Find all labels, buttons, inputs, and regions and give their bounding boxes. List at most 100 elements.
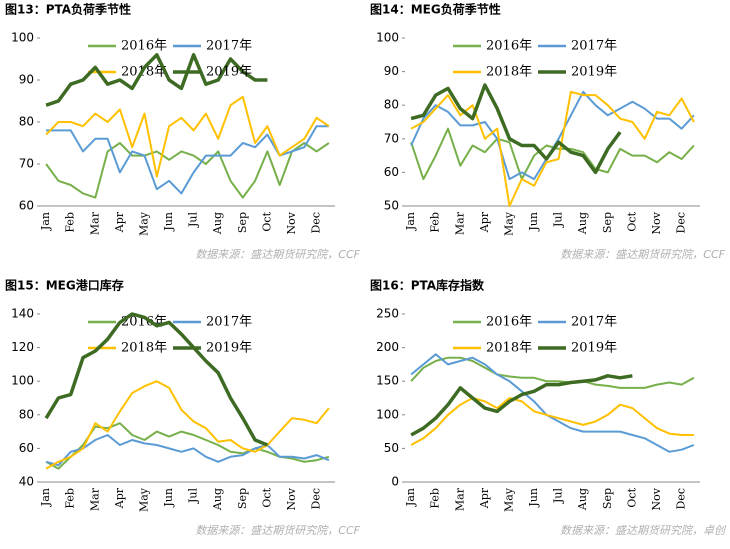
y-tick-label: 80: [384, 98, 399, 112]
x-tick-label: Oct: [260, 211, 273, 231]
y-tick-label: 60: [19, 199, 34, 213]
y-tick-label: 60: [19, 441, 34, 455]
chart-title: 图14：MEG负荷季节性: [370, 2, 501, 17]
series-line: [410, 374, 633, 437]
x-tick-label: Feb: [429, 488, 442, 509]
x-tick-label: Oct: [625, 211, 638, 231]
x-tick-label: Jun: [162, 212, 175, 232]
series-line: [410, 90, 695, 207]
y-tick-label: 50: [384, 199, 399, 213]
y-tick-label: 140: [11, 307, 34, 321]
x-tick-label: May: [137, 211, 150, 236]
chart-title: 图13：PTA负荷季节性: [5, 2, 131, 17]
x-tick-label: Mar: [88, 211, 101, 235]
legend-label: 2017年: [571, 39, 617, 54]
x-tick-label: May: [137, 487, 150, 512]
legend-label: 2018年: [486, 341, 532, 356]
x-tick-label: Jun: [527, 488, 540, 508]
x-tick-label: Jan: [404, 212, 417, 231]
x-tick-label: Jan: [39, 212, 52, 231]
y-tick-label: 100: [11, 374, 34, 388]
y-tick-label: 150: [376, 374, 399, 388]
y-tick-label: 100: [376, 407, 399, 421]
x-tick-label: Sep: [601, 212, 614, 233]
x-tick-label: Feb: [64, 488, 77, 509]
y-tick-label: 100: [376, 31, 399, 45]
y-tick-label: 70: [384, 131, 399, 145]
legend-label: 2017年: [206, 315, 252, 330]
x-tick-label: Jul: [552, 212, 565, 228]
y-tick-label: 90: [384, 64, 399, 78]
x-tick-label: Mar: [453, 211, 466, 235]
legend-label: 2019年: [571, 65, 617, 80]
x-tick-label: Sep: [236, 488, 249, 509]
legend-label: 2016年: [486, 39, 532, 54]
x-tick-label: Feb: [429, 212, 442, 233]
y-tick-label: 80: [19, 115, 34, 129]
series-line: [45, 53, 268, 107]
x-tick-label: Apr: [478, 487, 491, 509]
x-tick-label: Sep: [601, 488, 614, 509]
legend-label: 2016年: [486, 315, 532, 330]
y-tick-label: 250: [376, 307, 399, 321]
x-tick-label: Aug: [576, 488, 589, 511]
x-tick-label: Jul: [187, 212, 200, 228]
series-line: [410, 353, 695, 453]
x-tick-label: Aug: [211, 488, 224, 511]
x-tick-label: Jan: [39, 488, 52, 507]
source: 数据来源：盛达期货研究院，CCF: [195, 524, 360, 537]
legend-label: 2017年: [206, 39, 252, 54]
x-tick-label: Aug: [211, 212, 224, 235]
x-tick-label: Nov: [285, 487, 298, 510]
x-tick-label: Jul: [552, 488, 565, 504]
y-tick-label: 50: [384, 441, 399, 455]
x-tick-label: Jun: [162, 488, 175, 508]
series-line: [45, 434, 330, 467]
y-tick-label: 100: [11, 31, 34, 45]
x-tick-label: Nov: [650, 487, 663, 510]
series-line: [45, 380, 330, 470]
x-tick-label: Oct: [260, 487, 273, 507]
series-line: [45, 142, 330, 199]
legend-label: 2018年: [121, 341, 167, 356]
x-tick-label: Mar: [453, 487, 466, 511]
x-tick-label: Nov: [650, 211, 663, 234]
legend-label: 2018年: [121, 65, 167, 80]
series-line: [410, 356, 695, 389]
x-tick-label: Aug: [576, 212, 589, 235]
y-tick-label: 0: [391, 475, 399, 489]
series-line: [45, 95, 330, 178]
source: 数据来源：盛达期货研究院，卓创: [560, 524, 727, 537]
chart-title: 图15：MEG港口库存: [5, 278, 124, 293]
series-line: [410, 127, 695, 181]
y-tick-label: 90: [19, 73, 34, 87]
x-tick-label: Mar: [88, 487, 101, 511]
legend-label: 2016年: [121, 39, 167, 54]
source: 数据来源：盛达期货研究院，CCF: [560, 248, 725, 261]
x-tick-label: Nov: [285, 211, 298, 234]
legend-label: 2018年: [486, 65, 532, 80]
source: 数据来源：盛达期货研究院，CCF: [195, 248, 360, 261]
y-tick-label: 80: [19, 407, 34, 421]
x-tick-label: Dec: [310, 212, 323, 234]
x-tick-label: Jul: [187, 488, 200, 504]
x-tick-label: Oct: [625, 487, 638, 507]
y-tick-label: 70: [19, 157, 34, 171]
legend-label: 2019年: [206, 65, 252, 80]
series-line: [410, 397, 694, 446]
x-tick-label: Jun: [527, 212, 540, 232]
x-tick-label: Dec: [675, 212, 688, 234]
series-line: [46, 125, 329, 195]
series-line: [44, 312, 269, 447]
legend-label: 2019年: [206, 341, 252, 356]
x-tick-label: Jan: [404, 488, 417, 507]
x-tick-label: May: [502, 487, 515, 512]
x-tick-label: Feb: [64, 212, 77, 233]
series-line: [45, 422, 330, 470]
y-tick-label: 40: [19, 475, 34, 489]
x-tick-label: Dec: [310, 488, 323, 510]
legend-label: 2019年: [571, 341, 617, 356]
x-tick-label: Dec: [675, 488, 688, 510]
y-tick-label: 60: [384, 165, 399, 179]
